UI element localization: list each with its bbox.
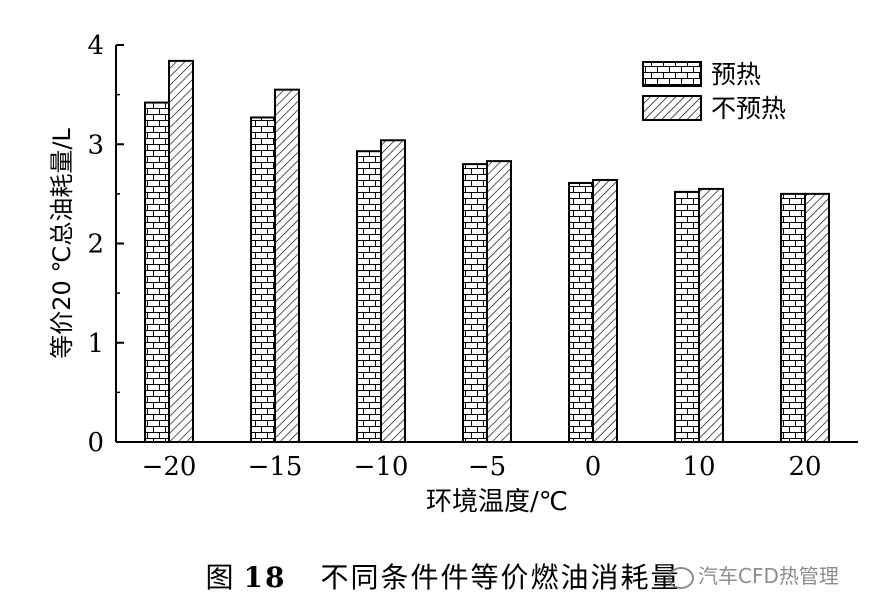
tick-labels: 0 1 2 3 4 −20 −15 −10 −5 0 10 20 环境温度/℃ 等价20 ℃总油耗量/L [48, 31, 822, 517]
x-tick-label: −5 [468, 452, 506, 482]
bar-preheat [356, 150, 382, 443]
bar-no-preheat [698, 187, 724, 443]
legend-label: 预热 [711, 60, 761, 89]
watermark-text: 汽车CFD热管理 [698, 564, 839, 588]
bar-no-preheat [486, 160, 512, 443]
bars [144, 59, 830, 444]
bar-preheat [250, 116, 276, 443]
y-tick-label: 3 [87, 130, 104, 160]
bar-preheat [674, 190, 700, 443]
bar-no-preheat [168, 59, 194, 443]
bar-no-preheat [592, 178, 618, 443]
figure-caption: 图 18 不同条件件等价燃油消耗量 [0, 556, 886, 596]
legend-swatch-no-preheat [642, 95, 702, 121]
y-tick-label: 4 [87, 31, 104, 61]
bar-preheat [780, 192, 806, 443]
legend-swatch-preheat [642, 61, 702, 87]
y-axis-title: 等价20 ℃总油耗量/L [48, 128, 76, 359]
watermark: 汽车CFD热管理 [668, 560, 839, 589]
x-tick-label: 20 [788, 452, 821, 482]
x-tick-label: 0 [585, 452, 602, 482]
y-tick-label: 2 [87, 230, 104, 260]
caption-prefix: 图 [205, 561, 236, 594]
y-tick-label: 0 [87, 428, 104, 458]
y-tick-label: 1 [87, 329, 104, 359]
legend-label: 不预热 [711, 94, 786, 123]
bar-no-preheat [274, 88, 300, 443]
x-tick-label: −15 [248, 452, 303, 482]
x-tick-label: −20 [142, 452, 197, 482]
bar-preheat [144, 101, 170, 443]
bar-preheat [568, 181, 594, 444]
caption-text: 不同条件件等价燃油消耗量 [320, 561, 681, 594]
bar-no-preheat [380, 139, 406, 443]
caption-number: 18 [243, 561, 287, 594]
bar-preheat [462, 163, 488, 443]
x-tick-label: 10 [682, 452, 715, 482]
x-axis-title: 环境温度/℃ [426, 487, 568, 517]
x-tick-label: −10 [354, 452, 409, 482]
wechat-icon [668, 566, 694, 589]
bar-no-preheat [804, 192, 830, 443]
